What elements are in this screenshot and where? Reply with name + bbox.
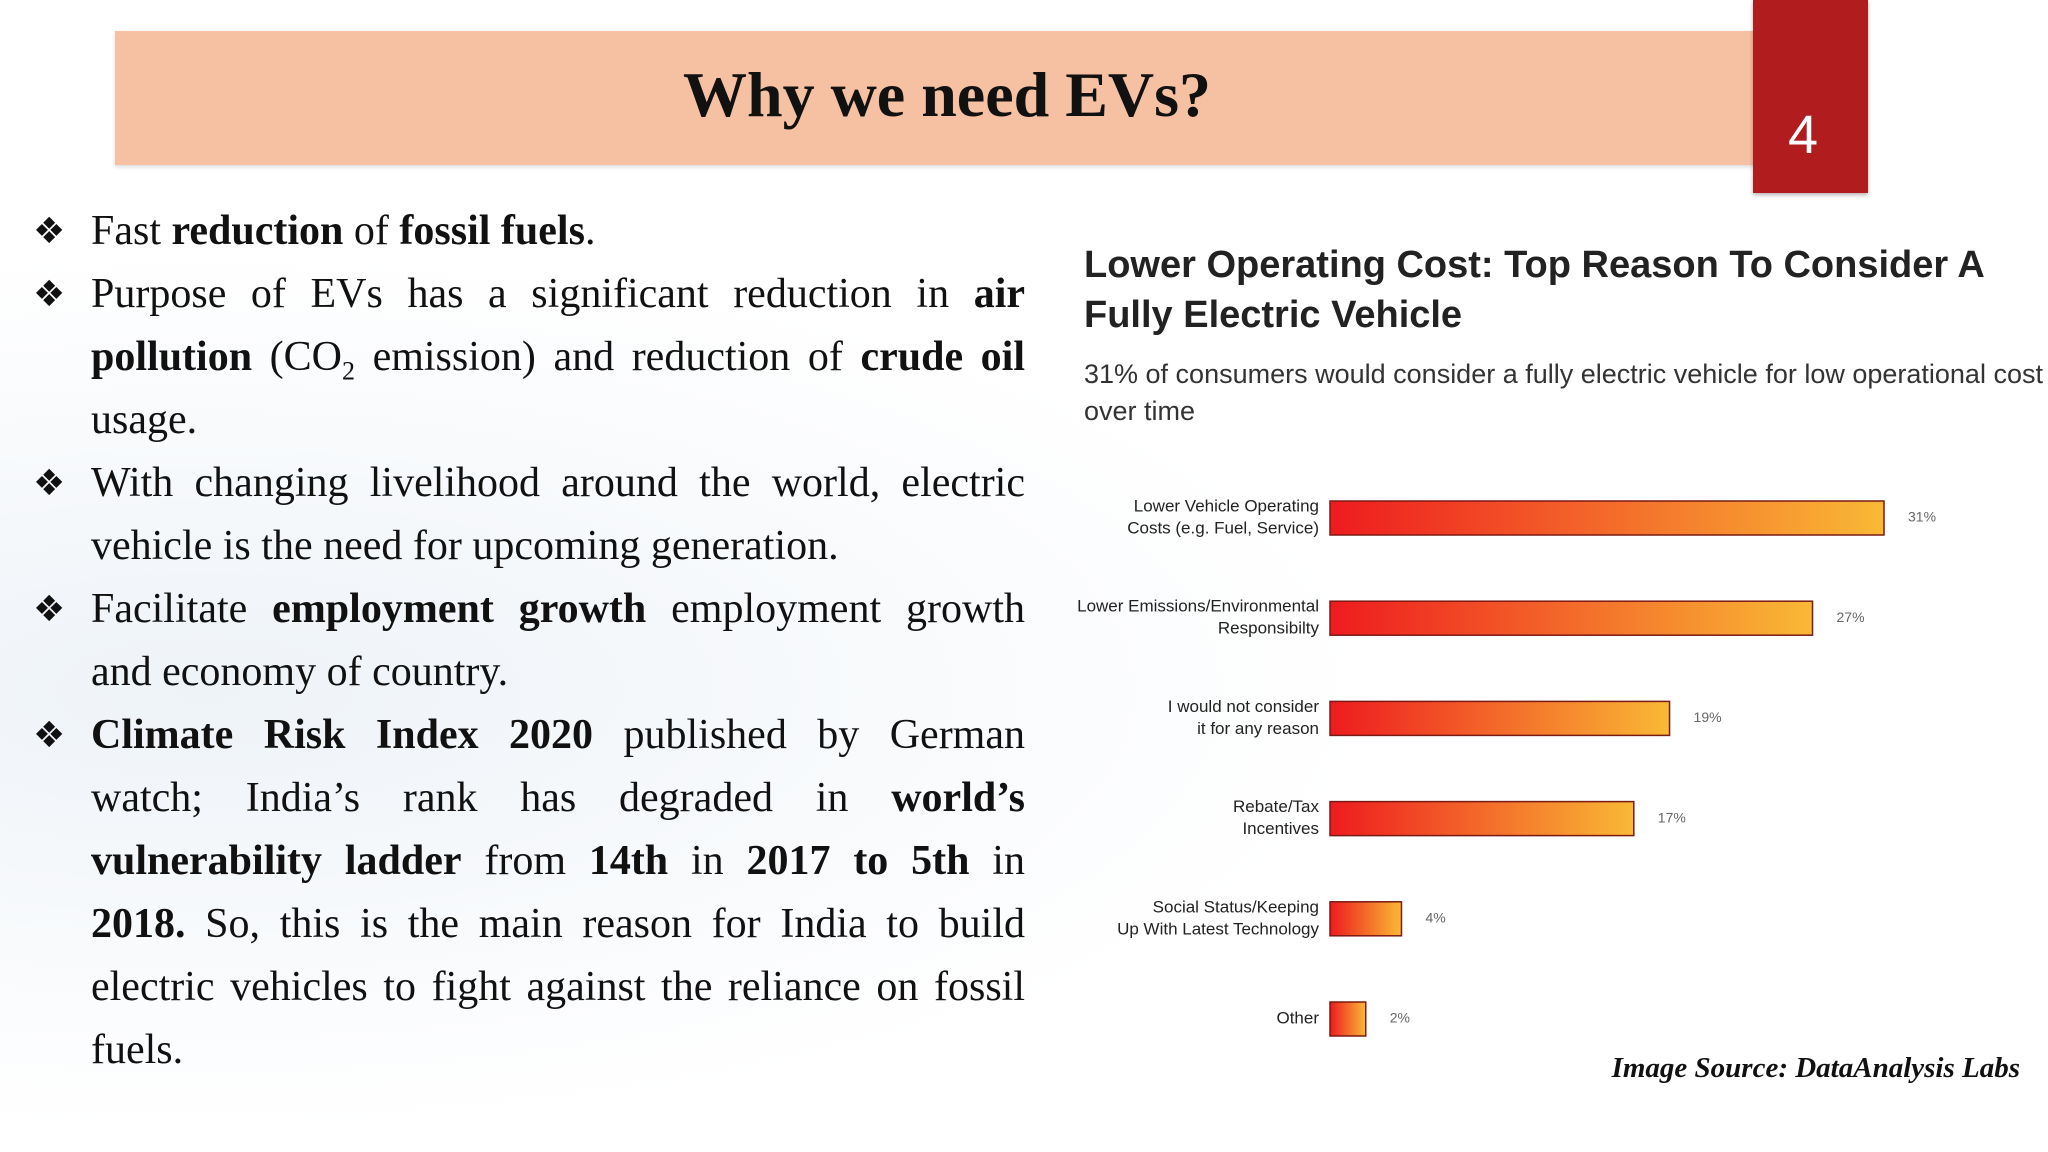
category-label: Up With Latest Technology [1117,919,1319,938]
value-label: 2% [1390,1010,1410,1026]
category-label: Other [1276,1008,1319,1027]
bar [1329,700,1671,737]
chart-title: Lower Operating Cost: Top Reason To Cons… [1084,244,1984,336]
bullet-item: With changing livelihood around the worl… [33,452,1025,578]
bar [1329,500,1885,536]
text-run: . [584,208,596,254]
category-label: Responsibilty [1218,619,1320,638]
bold-text: Climate Risk Index 2020 [91,712,594,758]
bullet-item: Facilitate employment growth employment … [33,578,1025,704]
bold-text: 2018. [91,901,186,947]
text-run: With changing livelihood around the worl… [91,460,1025,569]
bullet-item: Climate Risk Index 2020 published by Ger… [33,704,1025,1082]
value-label: 19% [1694,709,1722,725]
category-label: Social Status/Keeping [1153,897,1319,916]
category-label: it for any reason [1197,719,1319,738]
bold-text: world’s vulnerability ladder [91,775,1025,884]
header-band: Why we need EVs? [115,31,1779,165]
category-label: I would not consider [1168,697,1320,716]
bold-text: 2017 to 5th [746,838,970,884]
bold-text: employment growth [272,586,647,632]
bar [1329,1001,1367,1037]
text-run: of [343,208,400,254]
text-run: 2 [342,356,355,386]
image-source: Image Source: DataAnalysis Labs [1611,1052,2020,1084]
text-run: Fast [91,208,172,254]
category-label: Costs (e.g. Fuel, Service) [1127,518,1319,537]
category-label: Rebate/Tax [1233,797,1319,816]
bold-text: air pollution [91,271,1025,380]
text-run: Facilitate [91,586,273,632]
category-label: Lower Vehicle Operating [1134,496,1319,515]
value-label: 4% [1425,910,1445,926]
page-number-box [1753,0,1868,193]
value-label: 17% [1658,809,1686,825]
text-run: usage. [91,397,198,443]
chart-subtitle: 31% of consumers would consider a fully … [1084,359,2043,426]
bullet-item: Fast reduction of fossil fuels. [33,200,1025,263]
bar [1329,800,1635,837]
value-label: 31% [1908,509,1936,525]
text-run: in [668,838,747,884]
text-run: emission) and reduction of [355,334,861,380]
bold-text: 14th [588,838,669,884]
text-run: Purpose of EVs has a significant reducti… [91,271,974,317]
text-run: in [969,838,1025,884]
bullet-item: Purpose of EVs has a significant reducti… [33,263,1026,452]
bold-text: reduction [171,208,344,254]
text-run: employment growth and economy of country… [91,586,1025,695]
category-label: Incentives [1242,819,1319,838]
text-run: published by German watch; India’s rank … [91,712,1025,821]
bold-text: crude oil [860,334,1026,380]
value-label: 27% [1837,609,1865,625]
text-run: So, this is the main reason for India to… [91,901,1025,1073]
text-run: (CO [252,334,342,380]
bold-text: fossil fuels [399,208,585,254]
slide-title: Why we need EVs? [682,59,1212,130]
bar [1329,901,1403,937]
page-number: 4 [1787,105,1819,165]
bar [1329,600,1814,636]
category-label: Lower Emissions/Environmental [1077,597,1319,616]
text-run: from [461,838,589,884]
bullet-list: Fast reduction of fossil fuels. Purpose o… [33,200,1026,1082]
